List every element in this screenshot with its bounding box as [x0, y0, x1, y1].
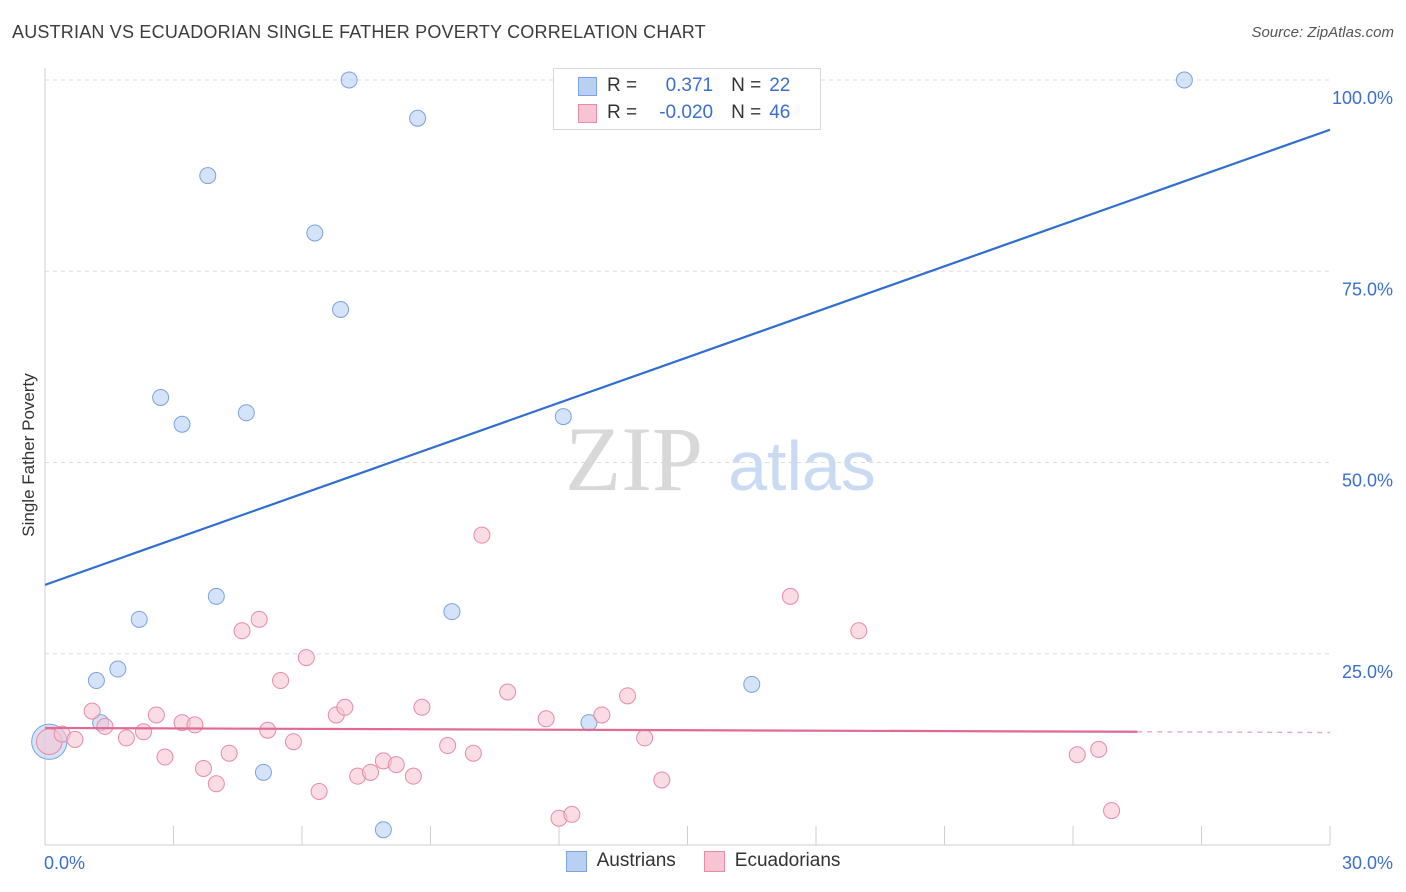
ecuadorian-point-19 [297, 649, 315, 667]
ecuadorian-point-30 [464, 744, 482, 762]
y-tick-label-100: 100.0% [1332, 88, 1393, 108]
austrian-point-20 [743, 675, 761, 693]
legend-row-ecuadorians: R = -0.020 N = 46 [578, 100, 790, 126]
ecuadorian-point-35 [563, 805, 581, 823]
ecuadorian-point-2 [66, 730, 84, 748]
ecuadorian-point-13 [220, 744, 238, 762]
austrian-point-10 [254, 763, 272, 781]
ecuadorian-point-20 [310, 782, 328, 800]
x-tick-label-max: 30.0% [1342, 853, 1393, 873]
ecuadorian-point-6 [135, 723, 153, 741]
gridlines [45, 79, 1330, 655]
austrian-point-9 [237, 404, 255, 422]
ecuadorian-point-7 [147, 706, 165, 724]
ecuadorian-point-3 [83, 702, 101, 720]
ecuadorians-trend-extension [1137, 731, 1331, 734]
ecuadorian-point-11 [194, 760, 212, 777]
austrian-point-13 [340, 71, 358, 89]
ecuadorian-point-29 [439, 737, 457, 755]
ecuadorian-point-5 [117, 729, 135, 747]
austrian-point-4 [130, 610, 148, 628]
ecuadorian-point-22 [336, 698, 354, 716]
austrian-point-8 [207, 587, 225, 605]
ecuadorian-point-16 [259, 721, 277, 739]
ecuadorian-point-17 [272, 672, 290, 690]
y-axis-label: Single Father Poverty [19, 373, 38, 537]
ecuadorian-point-44 [1103, 802, 1121, 820]
austrian-point-6 [173, 415, 191, 433]
austrians-swatch [578, 76, 597, 96]
x-tick-label-min: 0.0% [44, 853, 85, 873]
ecuadorian-point-18 [284, 733, 302, 751]
ecuadorian-point-42 [1068, 746, 1086, 764]
source-label: Source: ZipAtlas.com [1251, 24, 1394, 41]
austrian-point-3 [109, 660, 127, 678]
austrian-point-7 [199, 167, 217, 185]
austrian-point-16 [443, 603, 461, 621]
austrians-legend-label: Austrians [596, 850, 676, 871]
austrians-r-value: 0.371 [665, 75, 714, 96]
ecuadorians-r-label: R = [607, 102, 638, 123]
austrian-point-21 [1175, 71, 1193, 89]
austrians-legend-swatch [565, 850, 587, 872]
austrians-r-label: R = [607, 75, 638, 96]
ecuadorian-point-24 [362, 763, 380, 781]
austrian-point-14 [374, 821, 392, 839]
watermark-atlas: atlas [728, 427, 876, 505]
ecuadorian-point-31 [473, 526, 491, 544]
y-tick-label-50: 50.0% [1342, 471, 1393, 491]
series-legend: Austrians Ecuadorians [0, 850, 1406, 872]
austrians-trend-line [44, 128, 1331, 586]
trend-lines [44, 128, 1331, 734]
ecuadorian-point-15 [250, 610, 268, 628]
correlation-legend: R = 0.371 N = 22 R = -0.020 N = 46 [553, 68, 821, 130]
austrian-point-15 [409, 109, 427, 127]
ecuadorians-n-label: N = [731, 102, 762, 123]
ecuadorian-point-43 [1090, 740, 1108, 758]
ecuadorian-point-36 [593, 706, 611, 724]
austrian-point-11 [306, 224, 324, 242]
ecuadorian-point-10 [186, 716, 204, 734]
austrian-point-12 [332, 301, 350, 318]
ecuadorians-legend-swatch [703, 850, 725, 872]
axes [44, 68, 1331, 846]
ecuadorians-swatch [578, 103, 597, 123]
legend-item-austrians[interactable]: Austrians [565, 850, 676, 872]
watermark-zip: ZIP [565, 408, 703, 510]
ecuadorian-point-38 [636, 729, 654, 747]
ecuadorian-point-4 [96, 717, 114, 735]
austrians-n-value: 22 [769, 75, 791, 96]
ecuadorians-n-value: 46 [769, 102, 791, 123]
ecuadorians-trend-line [44, 726, 1138, 733]
axis-labels: 25.0% 50.0% 75.0% 100.0% 0.0% 30.0% [44, 88, 1393, 873]
austrian-point-5 [152, 388, 170, 406]
y-tick-label-75: 75.0% [1342, 279, 1393, 299]
watermark: ZIP atlas [565, 408, 876, 510]
ecuadorian-point-39 [653, 771, 671, 789]
austrian-point-2 [87, 672, 105, 690]
ecuadorian-point-27 [404, 767, 422, 785]
legend-item-ecuadorians[interactable]: Ecuadorians [703, 850, 841, 872]
ecuadorians-r-value: -0.020 [659, 102, 714, 123]
ecuadorian-point-41 [850, 622, 868, 640]
ecuadorian-point-37 [619, 687, 637, 705]
ecuadorian-point-8 [156, 748, 174, 766]
ecuadorians-legend-label: Ecuadorians [734, 850, 841, 871]
y-tick-label-25: 25.0% [1342, 662, 1393, 682]
ecuadorian-point-40 [781, 587, 799, 605]
ecuadorian-point-32 [499, 683, 517, 701]
ecuadorian-point-12 [207, 775, 225, 793]
ecuadorian-point-28 [413, 698, 431, 716]
ecuadorian-point-14 [233, 622, 251, 640]
chart-title: AUSTRIAN VS ECUADORIAN SINGLE FATHER POV… [12, 22, 706, 42]
ecuadorian-point-26 [387, 756, 405, 774]
austrians-n-label: N = [731, 75, 762, 96]
austrian-point-17 [554, 408, 572, 426]
data-points [31, 71, 1193, 839]
legend-row-austrians: R = 0.371 N = 22 [578, 73, 790, 99]
ecuadorian-point-33 [537, 710, 555, 728]
